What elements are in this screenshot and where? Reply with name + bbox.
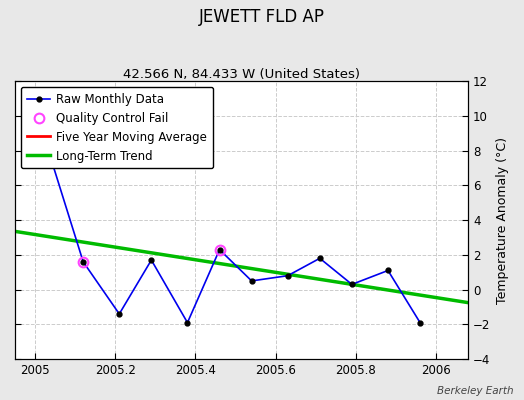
Legend: Raw Monthly Data, Quality Control Fail, Five Year Moving Average, Long-Term Tren: Raw Monthly Data, Quality Control Fail, …: [21, 87, 213, 168]
Text: Berkeley Earth: Berkeley Earth: [437, 386, 514, 396]
Y-axis label: Temperature Anomaly (°C): Temperature Anomaly (°C): [496, 136, 509, 304]
Text: JEWETT FLD AP: JEWETT FLD AP: [199, 8, 325, 26]
Title: 42.566 N, 84.433 W (United States): 42.566 N, 84.433 W (United States): [123, 68, 360, 81]
